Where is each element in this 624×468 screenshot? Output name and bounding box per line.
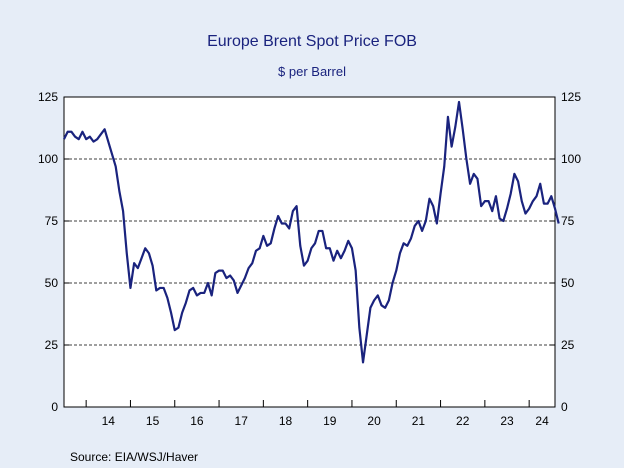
x-tick-label: 17 [235,414,249,428]
y-tick-label-left: 0 [51,400,58,414]
y-tick-label-left: 75 [45,214,59,228]
gridlines [64,158,555,346]
y-tick-label-right: 0 [561,400,568,414]
y-tick-label-left: 100 [38,152,58,166]
chart-title: Europe Brent Spot Price FOB [207,33,417,50]
y-tick-label-right: 100 [561,152,581,166]
y-tick-label-right: 50 [561,276,575,290]
y-tick-label-left: 50 [45,276,59,290]
y-axis: 0 0 25 25 50 50 75 75 100 100 125 125 [38,90,581,414]
y-tick-label-left: 125 [38,90,58,104]
chart-subtitle: $ per Barrel [278,64,346,79]
x-tick-label: 14 [102,414,116,428]
series-line [63,100,560,364]
x-tick-label: 19 [323,414,337,428]
x-tick-label: 22 [456,414,470,428]
x-axis: 14 15 16 17 18 19 20 21 22 23 24 [85,400,549,428]
y-tick-label-right: 25 [561,338,575,352]
y-tick-label-right: 125 [561,90,581,104]
chart-source: Source: EIA/WSJ/Haver [70,450,199,464]
y-tick-label-left: 25 [45,338,59,352]
y-tick-label-right: 75 [561,214,575,228]
x-tick-label: 23 [500,414,514,428]
x-tick-label: 21 [412,414,426,428]
x-tick-label: 20 [367,414,381,428]
x-tick-label: 15 [146,414,160,428]
x-tick-label: 24 [535,414,549,428]
x-tick-label: 18 [279,414,293,428]
x-tick-label: 16 [190,414,204,428]
